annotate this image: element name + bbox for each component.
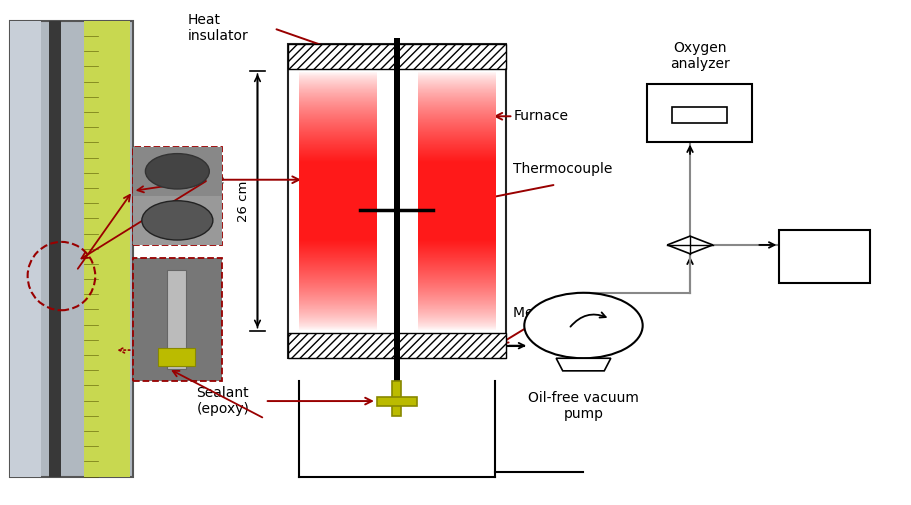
Bar xyxy=(394,38,399,381)
Text: Oxygen
analyzer: Oxygen analyzer xyxy=(669,41,729,71)
Circle shape xyxy=(142,201,212,240)
Bar xyxy=(133,196,221,245)
Bar xyxy=(158,347,195,366)
Polygon shape xyxy=(556,358,610,371)
Bar xyxy=(133,258,221,381)
Text: Oil-free vacuum
pump: Oil-free vacuum pump xyxy=(527,391,639,421)
Bar xyxy=(49,21,61,477)
Circle shape xyxy=(145,154,210,189)
Bar xyxy=(167,270,186,369)
Text: GC: GC xyxy=(810,247,838,266)
Bar xyxy=(376,396,416,406)
Bar xyxy=(671,107,726,123)
Text: Membrane: Membrane xyxy=(151,173,225,187)
Bar xyxy=(647,84,752,142)
Bar xyxy=(392,381,401,416)
Bar xyxy=(84,21,130,477)
Polygon shape xyxy=(667,236,712,254)
Text: Furnace: Furnace xyxy=(513,109,568,123)
Bar xyxy=(778,230,869,283)
Bar xyxy=(133,147,221,245)
Text: Heat
insulator: Heat insulator xyxy=(187,13,248,43)
Bar xyxy=(287,43,506,69)
Text: Membrane holder: Membrane holder xyxy=(513,306,636,320)
Text: Thermocouple: Thermocouple xyxy=(513,163,612,176)
Circle shape xyxy=(524,293,642,358)
Text: 26 cm: 26 cm xyxy=(237,180,250,222)
Bar xyxy=(10,21,40,477)
Bar xyxy=(133,147,221,196)
Bar xyxy=(287,333,506,358)
Bar xyxy=(10,21,133,477)
Bar xyxy=(287,43,506,358)
Text: Sealant
(epoxy): Sealant (epoxy) xyxy=(196,386,249,416)
